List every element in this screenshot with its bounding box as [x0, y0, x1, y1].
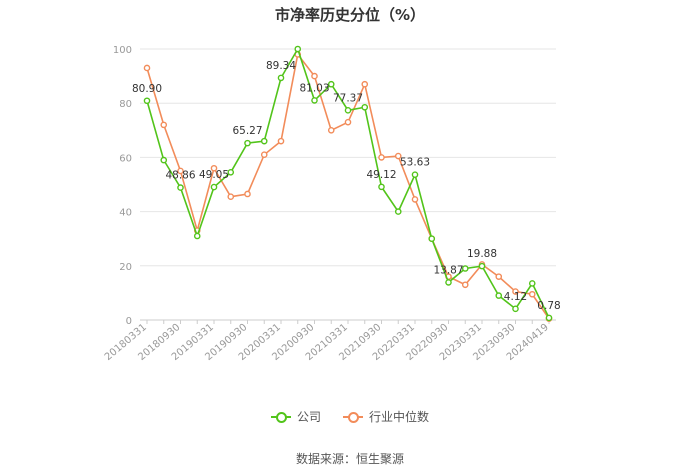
- data-point-company[interactable]: [177, 184, 184, 191]
- data-point-company[interactable]: [294, 45, 302, 53]
- data-point-company[interactable]: [244, 139, 251, 147]
- data-point-company[interactable]: [361, 103, 369, 111]
- data-label: 89.34: [266, 60, 296, 72]
- y-tick-label: 80: [119, 99, 132, 110]
- data-label: 49.12: [366, 169, 396, 181]
- data-point-company[interactable]: [461, 265, 469, 272]
- data-label: 13.87: [433, 264, 463, 276]
- data-point-company[interactable]: [227, 169, 235, 176]
- data-label: 65.27: [232, 125, 262, 137]
- data-point-company[interactable]: [327, 80, 335, 88]
- data-label: 80.90: [132, 83, 162, 95]
- data-point-company[interactable]: [445, 279, 452, 286]
- data-point-company[interactable]: [428, 235, 436, 242]
- data-point-company[interactable]: [311, 97, 318, 104]
- chart-title: 市净率历史分位（%）: [274, 6, 426, 24]
- line-chart: 0204060801002018033120180930201903312019…: [103, 45, 561, 363]
- y-tick-label: 0: [126, 316, 132, 327]
- data-source-note: 数据来源：恒生聚源: [295, 452, 404, 466]
- data-point-industry[interactable]: [227, 193, 235, 200]
- data-point-company[interactable]: [545, 314, 553, 322]
- data-point-company[interactable]: [260, 137, 268, 145]
- legend-item-industry[interactable]: 行业中位数: [343, 408, 429, 425]
- data-point-industry[interactable]: [512, 288, 519, 295]
- data-point-industry[interactable]: [361, 80, 369, 88]
- data-point-company[interactable]: [344, 107, 352, 114]
- legend-label-industry: 行业中位数: [369, 410, 430, 424]
- data-point-industry[interactable]: [495, 273, 503, 280]
- data-label: 81.03: [299, 82, 329, 94]
- data-point-company[interactable]: [528, 280, 536, 287]
- data-point-industry[interactable]: [394, 152, 402, 160]
- legend-swatch-industry: [343, 411, 363, 423]
- data-point-industry[interactable]: [177, 167, 184, 175]
- data-point-industry[interactable]: [311, 72, 318, 80]
- data-label: 0.78: [537, 300, 560, 312]
- data-point-industry[interactable]: [160, 121, 168, 129]
- data-label: 49.05: [199, 169, 229, 181]
- data-point-industry[interactable]: [344, 118, 352, 126]
- data-point-industry[interactable]: [260, 151, 268, 158]
- data-label: 77.37: [333, 92, 363, 104]
- data-label: 4.12: [504, 291, 527, 303]
- data-point-industry[interactable]: [143, 64, 151, 72]
- data-point-industry[interactable]: [461, 281, 469, 289]
- data-point-company[interactable]: [210, 183, 218, 191]
- data-point-industry[interactable]: [411, 196, 419, 203]
- y-tick-label: 60: [119, 153, 132, 164]
- data-label: 48.86: [165, 170, 195, 182]
- data-label: 53.63: [400, 157, 430, 169]
- data-point-industry[interactable]: [528, 290, 536, 298]
- legend-item-company[interactable]: 公司: [270, 408, 321, 425]
- legend-label-company: 公司: [296, 410, 321, 424]
- data-point-company[interactable]: [394, 208, 402, 215]
- data-point-company[interactable]: [495, 292, 503, 299]
- data-label: 19.88: [467, 248, 497, 260]
- y-tick-label: 20: [119, 262, 132, 273]
- data-point-industry[interactable]: [210, 164, 218, 172]
- data-point-company[interactable]: [160, 156, 168, 164]
- data-point-industry[interactable]: [277, 137, 285, 145]
- data-point-company[interactable]: [143, 97, 151, 105]
- data-point-industry[interactable]: [378, 154, 385, 161]
- data-point-company[interactable]: [277, 74, 285, 82]
- data-point-company[interactable]: [411, 171, 419, 178]
- data-point-company[interactable]: [512, 305, 519, 313]
- data-point-company[interactable]: [193, 232, 201, 240]
- chart-legend: 公司 行业中位数: [0, 408, 700, 425]
- data-point-industry[interactable]: [244, 190, 251, 198]
- data-point-company[interactable]: [478, 262, 486, 270]
- data-point-industry[interactable]: [327, 127, 335, 134]
- y-tick-label: 40: [119, 208, 132, 219]
- data-point-company[interactable]: [378, 183, 385, 191]
- series-line-company: [146, 47, 550, 319]
- legend-swatch-company: [270, 411, 291, 423]
- y-tick-label: 100: [113, 45, 132, 56]
